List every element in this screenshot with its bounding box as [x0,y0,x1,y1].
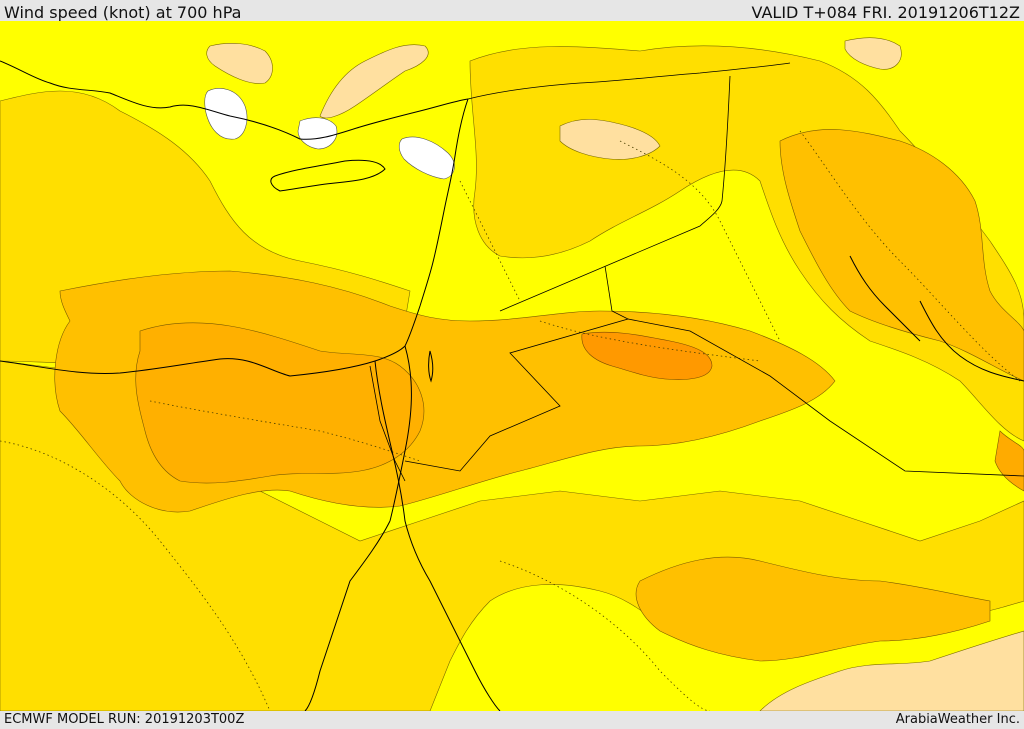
wind-field-max [581,331,713,380]
borders [369,62,1024,482]
wind-field-low-turkey [206,42,273,84]
wind-field-low-southeast [759,630,1024,711]
coastlines [0,60,1024,711]
wind-field-calm-3 [398,136,455,180]
wind-field-calm-1 [204,88,248,140]
wind-field-low-north [319,44,429,119]
map-title: Wind speed (knot) at 700 hPa [4,3,242,22]
wind-field-strong-east [779,129,1024,382]
wind-field-low-northeast [844,37,902,70]
wind-speed-map [0,21,1024,711]
model-run: ECMWF MODEL RUN: 20191203T00Z [4,712,245,727]
wind-field-strong-southeast [635,556,991,662]
title-bar: Wind speed (knot) at 700 hPa VALID T+084… [0,0,1024,22]
isolines [0,130,1021,711]
map-canvas [0,21,1024,711]
credit: ArabiaWeather Inc. [895,712,1020,727]
footer-bar: ECMWF MODEL RUN: 20191203T00Z ArabiaWeat… [0,711,1024,729]
wind-field-low-lake [559,119,661,160]
valid-time: VALID T+084 FRI. 20191206T12Z [751,3,1020,22]
wind-field-calm-2 [297,117,338,150]
